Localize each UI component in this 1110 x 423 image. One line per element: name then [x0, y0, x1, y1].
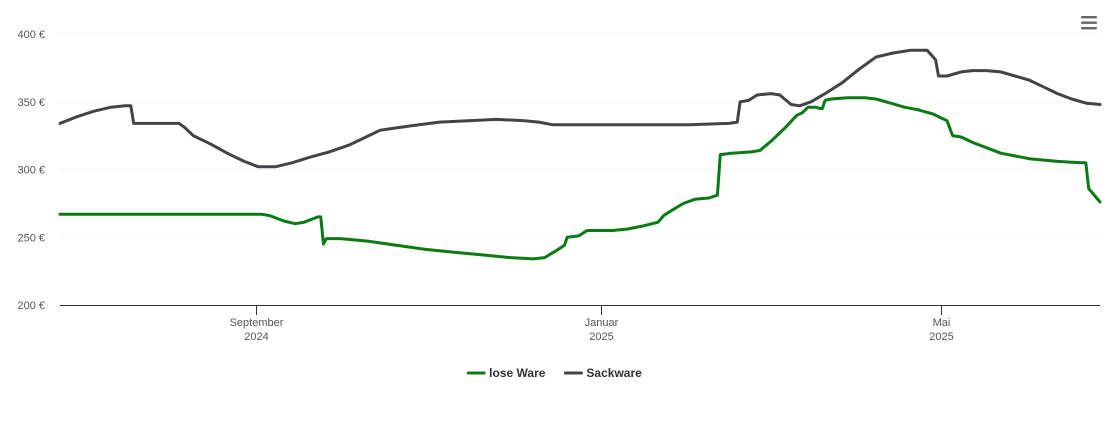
x-tick-label: September 2024 [230, 317, 284, 343]
legend-item-1[interactable]: Sackware [563, 366, 642, 380]
y-tick-label: 400 € [17, 29, 45, 41]
legend-label: lose Ware [489, 366, 546, 380]
x-tick-label: Januar 2025 [585, 317, 619, 343]
series-line-0[interactable] [58, 96, 1102, 261]
y-tick-label: 250 € [17, 232, 45, 244]
hamburger-menu-icon[interactable] [1080, 14, 1098, 32]
y-tick-label: 350 € [17, 97, 45, 109]
x-tick-label: Mai 2025 [929, 317, 953, 343]
legend: lose Ware Sackware [466, 366, 642, 380]
series-line-1[interactable] [58, 48, 1102, 169]
legend-item-0[interactable]: lose Ware [466, 366, 546, 380]
y-tick-label: 200 € [17, 300, 45, 312]
grid-lines [60, 33, 1100, 238]
series-lines [58, 48, 1102, 261]
y-axis: 200 € 250 € 300 € 350 € 400 € [17, 29, 45, 312]
y-tick-label: 300 € [17, 165, 45, 177]
legend-label: Sackware [586, 366, 642, 380]
x-axis: September 2024 Januar 2025 Mai 2025 [60, 305, 1100, 343]
